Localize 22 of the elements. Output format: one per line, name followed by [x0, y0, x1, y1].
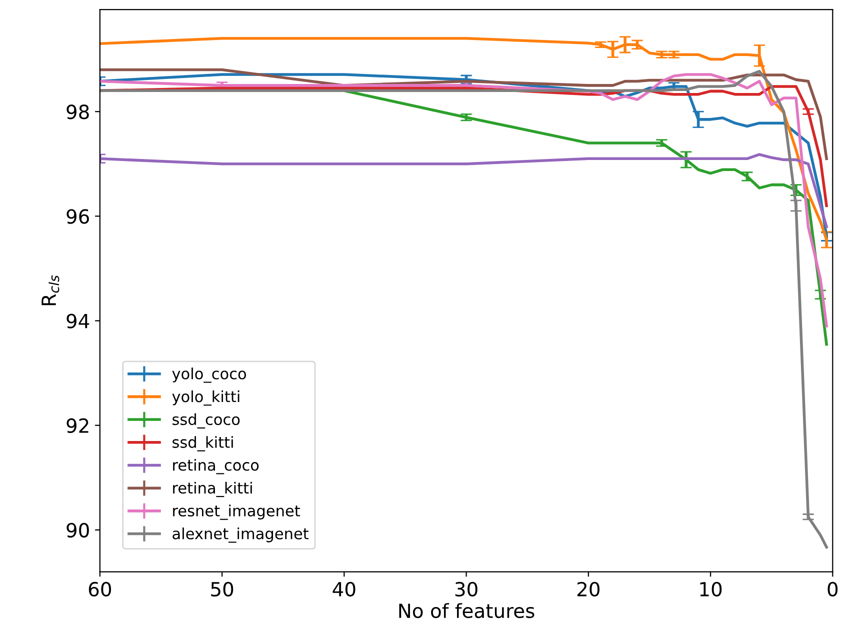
x-tick-label: 20 [577, 582, 600, 597]
legend-label: retina_kitti [173, 482, 252, 498]
y-tick-label: 98 [66, 104, 89, 120]
y-tick-label: 90 [66, 522, 89, 538]
legend-label: yolo_kitti [172, 390, 240, 406]
legend-label: alexnet_imagenet [172, 528, 309, 543]
x-tick-label: 40 [332, 582, 356, 597]
x-tick-label: 30 [455, 582, 478, 597]
legend-label: resnet_imagenet [173, 504, 300, 520]
legend-label: retina_coco [173, 458, 259, 474]
y-tick-label: 96 [66, 209, 89, 224]
x-axis-title: No of features [399, 603, 534, 618]
legend-label: ssd_coco [172, 413, 240, 428]
x-tick-label: 0 [828, 582, 838, 597]
x-tick-label: 60 [88, 582, 111, 597]
y-tick-label: 94 [66, 314, 90, 328]
legend-label: yolo_coco [172, 368, 246, 383]
y-axis-title: R$_{cls}$ [42, 275, 60, 306]
legend-label: ssd_kitti [172, 436, 233, 452]
y-tick-label: 92 [66, 418, 88, 434]
x-tick-label: 50 [211, 582, 234, 597]
x-tick-label: 10 [700, 582, 722, 597]
